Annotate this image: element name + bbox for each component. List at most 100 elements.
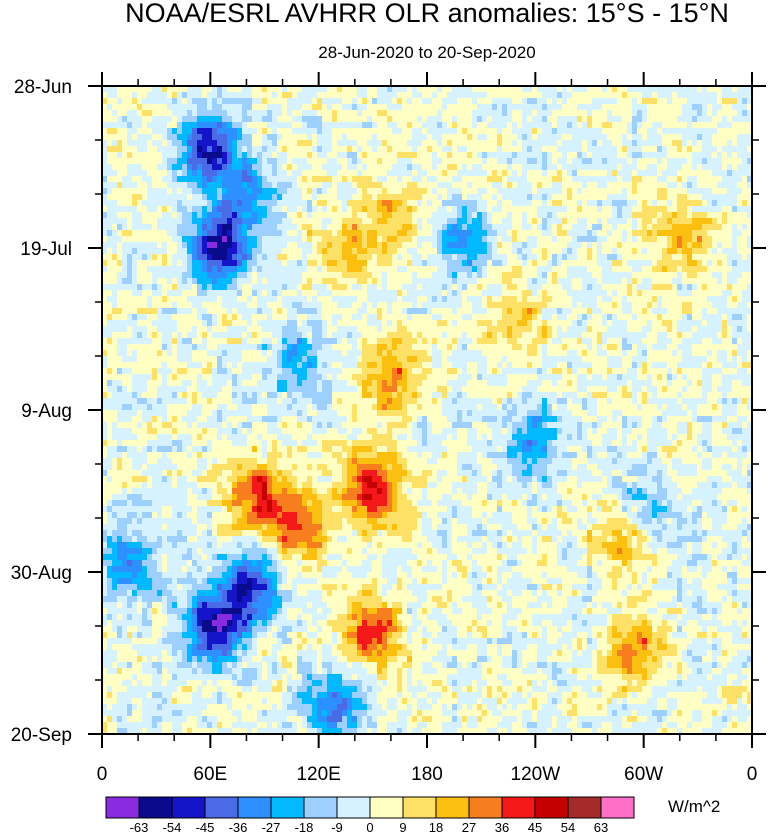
field-cell [512, 104, 518, 111]
field-cell [592, 194, 598, 201]
field-cell [272, 104, 278, 111]
field-cell [667, 272, 673, 279]
field-cell [692, 188, 698, 195]
field-cell [307, 146, 313, 153]
field-cell [677, 122, 683, 129]
field-cell [422, 146, 428, 153]
field-cell [467, 158, 473, 165]
field-cell [372, 284, 378, 291]
field-cell [542, 296, 548, 303]
field-cell [232, 206, 238, 213]
field-cell [567, 266, 573, 273]
field-cell [237, 260, 243, 267]
field-cell [347, 212, 353, 219]
field-cell [672, 266, 678, 273]
field-cell [527, 272, 533, 279]
field-cell [217, 200, 223, 207]
field-cell [517, 242, 523, 249]
field-cell [562, 284, 568, 291]
field-cell [632, 98, 638, 105]
field-cell [702, 158, 708, 165]
field-cell [732, 302, 738, 309]
field-cell [442, 182, 448, 189]
field-cell [672, 134, 678, 141]
field-cell [397, 212, 403, 219]
field-cell [182, 266, 188, 273]
field-cell [402, 110, 408, 117]
field-cell [217, 206, 223, 213]
field-cell [457, 182, 463, 189]
field-cell [552, 92, 558, 99]
field-cell [742, 254, 748, 261]
field-cell [497, 92, 503, 99]
field-cell [147, 236, 153, 243]
field-cell [702, 266, 708, 273]
field-cell [217, 140, 223, 147]
field-cell [437, 224, 443, 231]
field-cell [427, 296, 433, 303]
field-cell [337, 194, 343, 201]
field-cell [707, 206, 713, 213]
field-cell [492, 308, 498, 315]
field-cell [162, 98, 168, 105]
field-cell [462, 122, 468, 129]
field-cell [362, 206, 368, 213]
field-cell [302, 158, 308, 165]
field-cell [222, 278, 228, 285]
field-cell [537, 260, 543, 267]
field-cell [642, 206, 648, 213]
field-cell [227, 260, 233, 267]
field-cell [182, 164, 188, 171]
field-cell [482, 284, 488, 291]
field-cell [257, 206, 263, 213]
field-cell [277, 278, 283, 285]
field-cell [157, 182, 163, 189]
field-cell [697, 140, 703, 147]
field-cell [247, 248, 253, 255]
field-cell [297, 236, 303, 243]
field-cell [592, 290, 598, 297]
field-cell [422, 128, 428, 135]
field-cell [322, 86, 328, 93]
field-cell [632, 218, 638, 225]
field-cell [162, 236, 168, 243]
field-cell [552, 122, 558, 129]
field-cell [742, 104, 748, 111]
field-cell [712, 278, 718, 285]
field-cell [327, 218, 333, 225]
field-cell [462, 236, 468, 243]
field-cell [607, 290, 613, 297]
field-cell [177, 152, 183, 159]
field-cell [537, 290, 543, 297]
field-cell [612, 134, 618, 141]
field-cell [177, 272, 183, 279]
field-cell [632, 140, 638, 147]
field-cell [552, 206, 558, 213]
field-cell [312, 266, 318, 273]
field-cell [197, 314, 203, 321]
field-cell [502, 272, 508, 279]
field-cell [402, 176, 408, 183]
field-cell [162, 176, 168, 183]
field-cell [467, 290, 473, 297]
field-cell [337, 170, 343, 177]
field-cell [312, 296, 318, 303]
field-cell [467, 146, 473, 153]
field-cell [432, 230, 438, 237]
field-cell [212, 164, 218, 171]
field-cell [452, 296, 458, 303]
field-cell [487, 98, 493, 105]
field-cell [142, 182, 148, 189]
field-cell [527, 230, 533, 237]
field-cell [152, 272, 158, 279]
field-cell [582, 284, 588, 291]
field-cell [737, 242, 743, 249]
field-cell [527, 176, 533, 183]
field-cell [602, 290, 608, 297]
field-cell [262, 110, 268, 117]
field-cell [362, 140, 368, 147]
field-cell [402, 188, 408, 195]
field-cell [227, 170, 233, 177]
field-cell [242, 110, 248, 117]
field-cell [242, 116, 248, 123]
